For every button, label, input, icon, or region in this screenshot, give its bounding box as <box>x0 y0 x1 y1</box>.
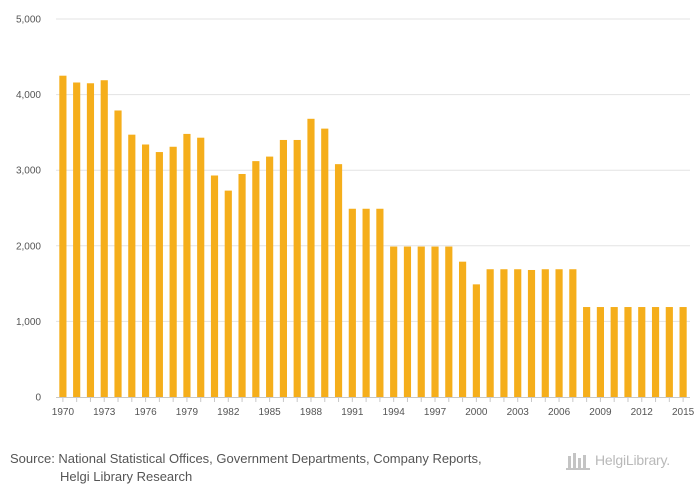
library-building-icon <box>566 453 590 470</box>
bar-2014[interactable] <box>665 307 673 397</box>
x-tick-label: 1994 <box>383 407 406 418</box>
bar-1975[interactable] <box>128 134 136 397</box>
bar-1980[interactable] <box>197 137 205 397</box>
bar-1998[interactable] <box>445 246 453 397</box>
bar-1995[interactable] <box>403 246 412 397</box>
y-tick-label: 5,000 <box>16 15 41 26</box>
y-tick-label: 2,000 <box>16 241 41 252</box>
bar-1972[interactable] <box>86 83 95 397</box>
bar-1991[interactable] <box>348 208 356 397</box>
y-tick-label: 0 <box>35 393 41 404</box>
x-tick-label: 2003 <box>507 407 530 418</box>
x-tick-label: 1979 <box>176 407 199 418</box>
source-note: Source: National Statistical Offices, Go… <box>10 450 550 486</box>
bar-1997[interactable] <box>431 246 439 397</box>
bar-1974[interactable] <box>114 110 122 397</box>
bar-1988[interactable] <box>307 118 315 398</box>
x-tick-label: 2006 <box>548 407 571 418</box>
source-line-1: Source: National Statistical Offices, Go… <box>10 451 482 466</box>
bar-2006[interactable] <box>555 269 563 397</box>
bar-1983[interactable] <box>238 173 246 397</box>
bar-2002[interactable] <box>500 269 508 397</box>
bar-1996[interactable] <box>417 246 425 397</box>
x-tick-label: 1982 <box>217 407 240 418</box>
bar-1989[interactable] <box>321 128 329 397</box>
bar-2007[interactable] <box>569 269 577 397</box>
logo-text: HelgiLibrary. <box>595 452 670 468</box>
bar-2012[interactable] <box>638 307 646 397</box>
x-tick-label: 1970 <box>52 407 75 418</box>
bar-2011[interactable] <box>624 307 632 397</box>
x-tick-label: 1976 <box>134 407 157 418</box>
bar-2000[interactable] <box>472 284 480 397</box>
bar-1978[interactable] <box>169 146 177 397</box>
bar-2003[interactable] <box>514 269 522 397</box>
bar-2008[interactable] <box>583 307 591 397</box>
bar-1979[interactable] <box>183 133 191 398</box>
y-tick-label: 3,000 <box>16 166 41 177</box>
bar-2013[interactable] <box>651 307 660 397</box>
x-tick-label: 2015 <box>672 407 695 418</box>
bar-1973[interactable] <box>100 80 108 398</box>
bar-1992[interactable] <box>362 208 370 397</box>
bar-1999[interactable] <box>459 261 467 397</box>
bar-1977[interactable] <box>155 152 163 397</box>
bar-1982[interactable] <box>224 190 232 397</box>
y-tick-label: 1,000 <box>16 317 41 328</box>
x-tick-label: 1988 <box>300 407 323 418</box>
helgi-library-logo[interactable]: HelgiLibrary. <box>566 449 670 471</box>
x-tick-label: 1985 <box>259 407 282 418</box>
bar-2004[interactable] <box>527 269 536 397</box>
bar-1976[interactable] <box>142 144 150 397</box>
bar-2005[interactable] <box>541 269 549 397</box>
x-tick-label: 1997 <box>424 407 447 418</box>
x-tick-label: 2009 <box>589 407 612 418</box>
bar-1994[interactable] <box>390 246 398 397</box>
bar-1993[interactable] <box>376 208 384 397</box>
bar-1984[interactable] <box>252 161 260 397</box>
bar-1970[interactable] <box>59 75 67 397</box>
bar-2001[interactable] <box>486 269 494 397</box>
bar-1990[interactable] <box>334 164 343 397</box>
bar-1981[interactable] <box>210 175 219 397</box>
bar-2015[interactable] <box>679 307 687 397</box>
y-tick-label: 4,000 <box>16 90 41 101</box>
bar-2009[interactable] <box>596 307 604 397</box>
bar-1985[interactable] <box>266 156 274 397</box>
x-tick-label: 2012 <box>631 407 654 418</box>
x-tick-label: 1991 <box>341 407 364 418</box>
bar-1987[interactable] <box>293 139 301 397</box>
bar-series <box>59 75 687 398</box>
bar-1986[interactable] <box>279 139 287 397</box>
x-axis-labels: 1970 1973 1976 1979 1982 1985 1988 1991 1994 1997… <box>52 397 695 418</box>
bar-2010[interactable] <box>610 307 618 397</box>
grid-lines <box>56 18 690 322</box>
x-tick-label: 1973 <box>93 407 116 418</box>
y-axis-labels: 0 1,000 2,000 3,000 4,000 5,000 <box>16 15 41 404</box>
x-tick-label: 2000 <box>465 407 488 418</box>
bar-1971[interactable] <box>73 82 81 397</box>
source-line-2: Helgi Library Research <box>60 469 193 484</box>
